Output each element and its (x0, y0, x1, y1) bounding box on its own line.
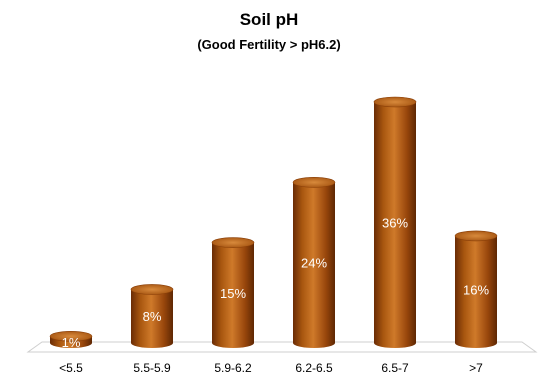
bar-body (131, 289, 173, 348)
data-label: 8% (143, 309, 162, 324)
bar-body (455, 235, 497, 348)
bar-5: 16% (454, 230, 498, 348)
bar-2: 15% (211, 237, 255, 348)
bar-body (374, 102, 416, 348)
x-tick-label: 6.5-7 (381, 361, 409, 375)
x-tick-label: >7 (469, 361, 483, 375)
bar-top (454, 230, 498, 242)
data-label: 36% (382, 216, 408, 231)
bar-top (373, 96, 417, 108)
bar-top (211, 237, 255, 248)
bar-top (292, 177, 336, 188)
bar-1: 8% (130, 284, 174, 348)
bar-top (130, 284, 174, 295)
data-label: 15% (220, 286, 246, 301)
chart-subtitle: (Good Fertility > pH6.2) (197, 37, 340, 52)
bar-4: 36% (373, 96, 417, 348)
x-tick-label: <5.5 (59, 361, 83, 375)
x-axis-ticks: <5.5 5.5-5.9 5.9-6.2 6.2-6.5 6.5-7 >7 (59, 361, 483, 375)
bars-group: 1% 8% 15% 24% 36% 16% (49, 96, 498, 350)
bar-top (49, 331, 93, 342)
bar-0: 1% (49, 331, 93, 350)
bar-body (212, 242, 254, 348)
bar-3: 24% (292, 177, 336, 348)
x-tick-label: 5.9-6.2 (214, 361, 252, 375)
data-label: 16% (463, 282, 489, 297)
chart-title: Soil pH (240, 10, 299, 29)
data-label: 24% (301, 256, 327, 271)
x-tick-label: 5.5-5.9 (133, 361, 171, 375)
x-tick-label: 6.2-6.5 (295, 361, 333, 375)
data-label: 1% (62, 335, 81, 350)
bar-body (293, 182, 335, 348)
